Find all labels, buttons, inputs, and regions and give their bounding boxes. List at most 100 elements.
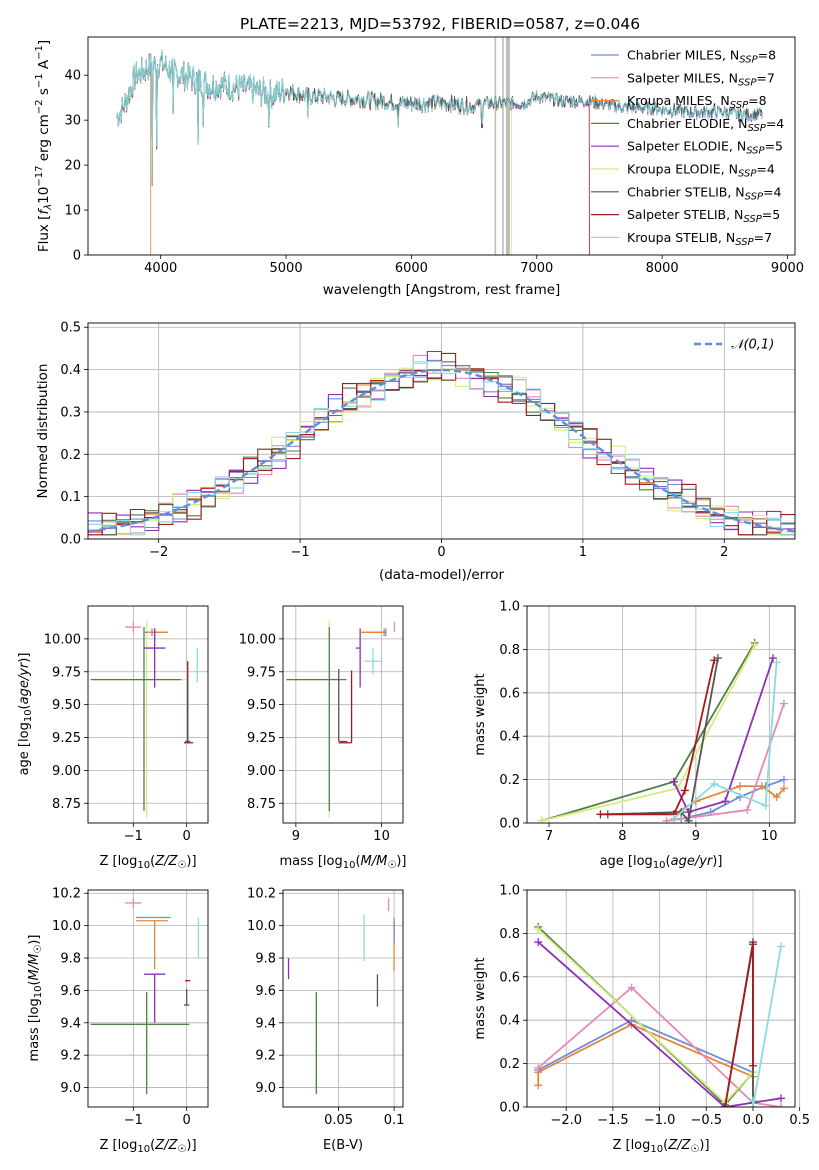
legend-model: Kroupa MILES: [627, 93, 713, 108]
errorbar-salpeter-elodie: [144, 628, 166, 688]
y-axis-label: mass [log10(M/M☉)]: [27, 935, 44, 1062]
y-tick-label: 9.6: [60, 984, 81, 999]
errorbar-kroupa-stelib: [364, 648, 382, 675]
y-tick-label: 9.2: [60, 1049, 81, 1064]
legend-label: Chabrier ELODIE, NSSP=4: [627, 116, 784, 134]
x-tick-label: −1.0: [644, 1113, 676, 1128]
errorbar-salpeter-stelib: [184, 661, 194, 744]
y-tick-label: 10.0: [247, 919, 276, 934]
series-chabrier-elodie: [534, 922, 757, 1107]
y-tick-label: 0.2: [499, 1057, 520, 1072]
y-tick-label: 0.2: [60, 448, 81, 463]
legend-label: Kroupa STELIB, NSSP=7: [627, 230, 772, 248]
label-part: , N: [726, 207, 743, 222]
errorbar-chabrier-elodie: [90, 992, 190, 1095]
panel-mass-vs-metallicity: −1 09.09.29.49.69.810.010.2Z [log10(Z/Z☉)…: [27, 887, 209, 1155]
panel-mass-weight-vs-metallicity: −2.0 −1.5 −1.0 −0.5 0.0 0.5 0.0 0.2 0.4 0.6 0.8 1.0…: [473, 884, 810, 1156]
series-marker: [748, 940, 757, 949]
errorbar-kroupa-elodie: [286, 620, 330, 818]
errorbar-kroupa-miles: [360, 628, 385, 637]
label-part: −1: [34, 45, 45, 60]
label-part: age/yr: [17, 661, 32, 704]
y-tick-label: 9.50: [52, 698, 81, 713]
y-tick-label: 8.75: [52, 797, 81, 812]
x-tick-label: 7: [545, 829, 553, 844]
label-part: , N: [727, 184, 744, 199]
y-tick-label: 9.2: [255, 1049, 276, 1064]
errorbar-chabrier-stelib: [184, 988, 190, 1006]
label-part: (: [666, 854, 671, 869]
legend-model: Kroupa STELIB: [627, 230, 718, 245]
y-tick-label: 10.2: [247, 887, 276, 902]
label-part: ]: [36, 40, 52, 45]
y-tick-label: 9.4: [255, 1016, 276, 1031]
y-tick-label: 0.0: [499, 817, 520, 832]
label-part: 10: [137, 1144, 150, 1155]
series-salpeter-stelib: [720, 940, 757, 1107]
series-marker: [757, 782, 766, 791]
label-part: 10: [23, 709, 34, 722]
errorbar-chabrier-elodie: [286, 627, 347, 812]
plot-area: [90, 898, 200, 1095]
legend-label: Salpeter STELIB, NSSP=5: [627, 207, 780, 225]
label-part: SSP: [746, 146, 765, 157]
label-part: =: [765, 139, 775, 154]
plot-area: [286, 620, 396, 818]
label-part: age/yr: [671, 854, 714, 869]
x-tick-label: 9000: [771, 261, 804, 276]
series-marker: [772, 792, 781, 801]
series-kroupa-stelib: [669, 658, 781, 823]
series-marker: [748, 1103, 757, 1107]
series-kroupa-elodie: [537, 641, 759, 823]
y-tick-label: 9.00: [247, 764, 276, 779]
y-tick-label: 1.0: [499, 884, 520, 899]
label-part: 10: [653, 860, 666, 871]
label-part: SSP: [745, 191, 764, 202]
y-tick-label: 1.0: [499, 600, 520, 615]
series-line: [537, 928, 754, 1104]
legend-label: Chabrier MILES, NSSP=8: [627, 48, 776, 66]
legend-nssp: 4: [774, 184, 782, 199]
y-tick-label: 0.3: [60, 405, 81, 420]
legend-nssp: 8: [768, 48, 776, 63]
label-part: ☉: [690, 1144, 699, 1155]
label-part: Z [log: [99, 854, 137, 869]
series-line: [607, 657, 719, 823]
label-part: −1: [34, 73, 45, 88]
y-tick-label: 9.8: [60, 952, 81, 967]
series-kroupa-elodie: [534, 925, 757, 1107]
label-part: f: [36, 208, 52, 215]
label-part: )]: [712, 854, 722, 869]
plot-area: [88, 350, 795, 536]
label-part: age [log: [600, 854, 653, 869]
errorbar-salpeter-miles: [125, 621, 142, 633]
label-part: (: [150, 1138, 155, 1153]
series-marker: [669, 777, 678, 786]
x-tick-label: −2: [149, 545, 168, 560]
y-tick-label: 0.1: [60, 490, 81, 505]
y-tick-label: 40: [64, 69, 81, 84]
label-part: =: [756, 70, 766, 85]
label-part: , N: [729, 139, 746, 154]
series-marker: [684, 816, 693, 823]
label-part: M/M: [361, 854, 388, 869]
label-part: ☉: [387, 860, 396, 871]
y-tick-label: 10.2: [52, 887, 81, 902]
plot-area: [537, 638, 788, 823]
normal-curve: [88, 368, 795, 533]
legend-nssp: 7: [764, 230, 772, 245]
label-part: SSP: [747, 123, 766, 134]
panel-mass-vs-extinction: 0.05 0.1 9.0 9.2 9.4 9.6 9.8 10.0 10.2 E(B-V): [247, 887, 404, 1153]
legend-label: Salpeter ELODIE, NSSP=5: [627, 139, 783, 157]
y-tick-label: 9.25: [52, 731, 81, 746]
series-marker: [710, 656, 719, 665]
label-part: (: [663, 1138, 668, 1153]
errorbar-chabrier-elodie: [90, 627, 182, 812]
errorbar-salpeter-elodie: [144, 973, 166, 1023]
y-tick-label: 9.4: [60, 1016, 81, 1031]
y-tick-label: 20: [64, 159, 81, 174]
series-marker: [772, 658, 781, 667]
x-tick-label: 0: [437, 545, 445, 560]
figure-title: PLATE=2213, MJD=53792, FIBERID=0587, z=0…: [240, 15, 640, 33]
series-line: [537, 926, 754, 1107]
